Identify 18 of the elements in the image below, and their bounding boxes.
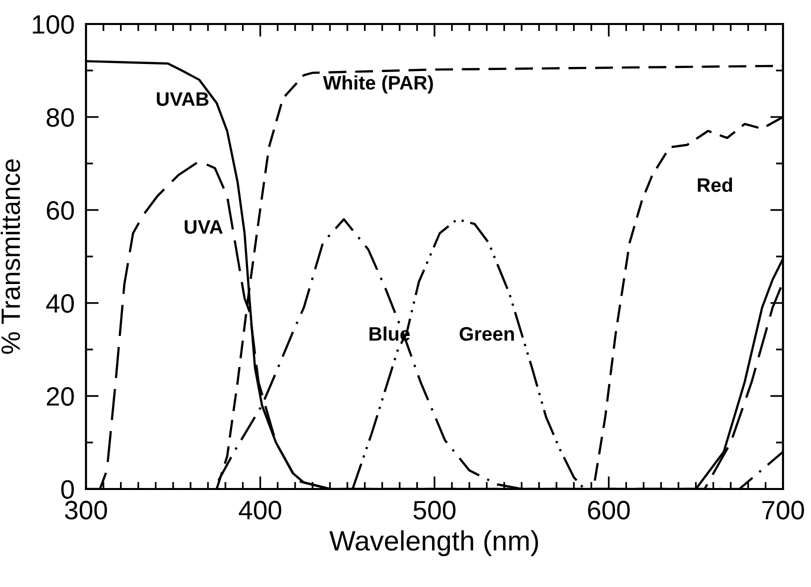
- y-tick-label: 100: [32, 15, 74, 34]
- series-label: UVAB: [156, 92, 208, 106]
- y-tick-label: 60: [46, 201, 74, 220]
- series-label: Green: [460, 327, 514, 341]
- series-label: White (PAR): [323, 75, 433, 94]
- x-tick-label: 600: [588, 500, 630, 520]
- x-tick-label: 700: [762, 500, 804, 520]
- y-tick-label: 40: [46, 294, 74, 313]
- x-tick-label: 300: [64, 500, 107, 520]
- x-tick-label: 500: [414, 500, 456, 520]
- y-axis-title: % Transmittance: [0, 159, 20, 354]
- x-tick-label: 400: [238, 500, 282, 520]
- y-tick-label: 20: [46, 387, 74, 406]
- y-tick-label: 0: [61, 480, 74, 499]
- series-label: UVA: [184, 220, 223, 234]
- y-tick-label: 80: [46, 108, 74, 127]
- series-label: Red: [698, 178, 732, 192]
- x-axis-title: Wavelength (nm): [329, 530, 538, 556]
